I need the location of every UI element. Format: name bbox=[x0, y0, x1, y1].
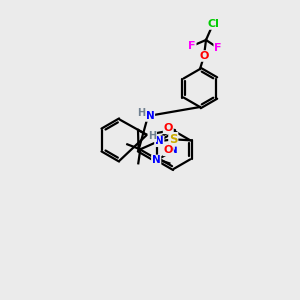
Text: S: S bbox=[169, 133, 178, 146]
Text: N: N bbox=[152, 155, 161, 165]
Text: H: H bbox=[137, 108, 145, 118]
Text: O: O bbox=[164, 123, 173, 133]
Text: N: N bbox=[146, 111, 154, 121]
Text: N: N bbox=[155, 136, 164, 146]
Text: Cl: Cl bbox=[207, 19, 219, 29]
Text: O: O bbox=[164, 145, 173, 155]
Text: O: O bbox=[199, 51, 209, 61]
Text: N: N bbox=[169, 145, 178, 155]
Text: F: F bbox=[188, 41, 196, 51]
Text: F: F bbox=[214, 43, 222, 53]
Text: H: H bbox=[148, 131, 156, 141]
